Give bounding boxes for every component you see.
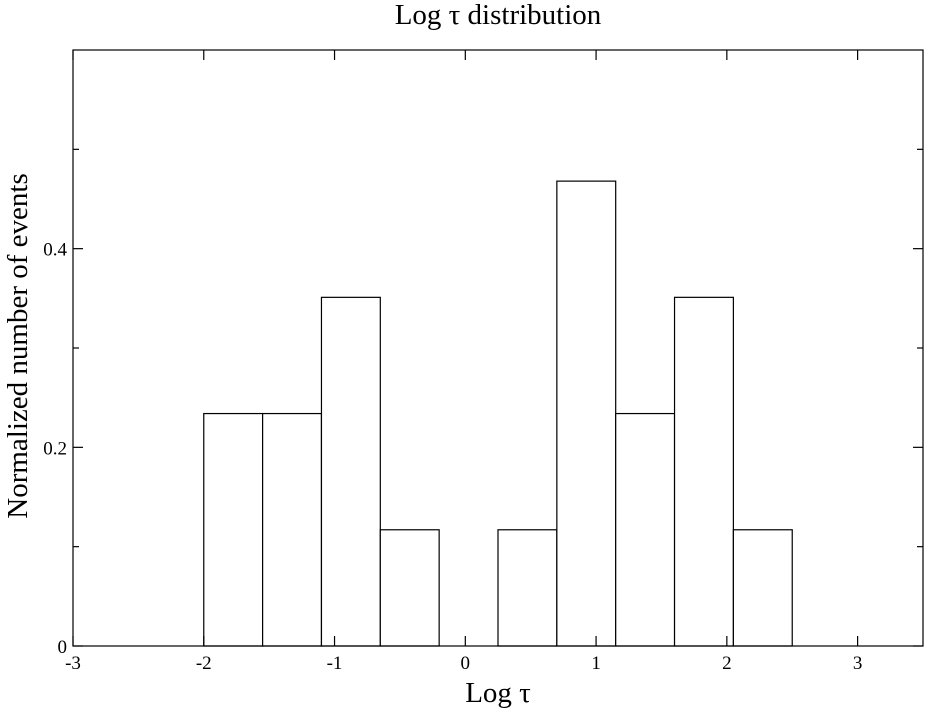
- x-tick-label: 1: [591, 653, 601, 674]
- chart-title: Log τ distribution: [395, 0, 602, 31]
- histogram-bar: [263, 414, 322, 646]
- y-tick-label: 0: [58, 637, 68, 658]
- x-tick-label: 2: [722, 653, 732, 674]
- y-tick-label: 0.4: [43, 240, 67, 261]
- histogram-bar: [204, 414, 263, 646]
- y-tick-label: 0.2: [43, 438, 67, 459]
- histogram-bar: [616, 414, 675, 646]
- histogram-bar: [675, 297, 734, 646]
- histogram-bar: [557, 181, 616, 646]
- x-tick-label: -2: [196, 653, 212, 674]
- histogram-bars: [204, 181, 792, 646]
- x-tick-label: -1: [327, 653, 343, 674]
- histogram-bar: [380, 530, 439, 646]
- y-axis-label: Normalized number of events: [2, 173, 34, 518]
- histogram-bar: [321, 297, 380, 646]
- histogram-bar: [498, 530, 557, 646]
- x-axis-label: Log τ: [465, 677, 531, 709]
- x-tick-label: 3: [853, 653, 863, 674]
- x-tick-label: -3: [65, 653, 81, 674]
- x-tick-label: 0: [461, 653, 471, 674]
- histogram-bar: [733, 530, 792, 646]
